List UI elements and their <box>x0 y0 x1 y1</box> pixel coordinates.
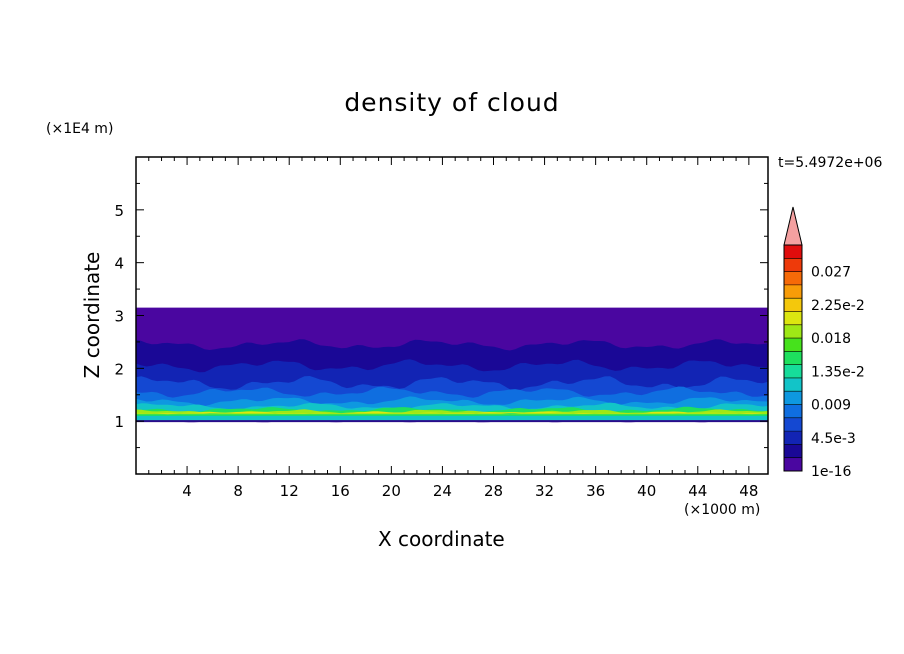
colorbar-label: 1e-16 <box>811 464 851 480</box>
colorbar-segment <box>784 351 802 366</box>
colorbar-segment <box>784 457 802 472</box>
x-axis-label: X coordinate <box>378 527 505 551</box>
colorbar-segment <box>784 245 802 259</box>
colorbar-frame <box>783 244 803 472</box>
colorbar-segment <box>784 377 802 392</box>
y-tick-label: 4 <box>114 255 124 273</box>
x-tick-label: 48 <box>739 482 758 500</box>
colorbar-segment <box>784 391 802 405</box>
x-tick-label: 4 <box>182 482 192 500</box>
x-tick-label: 24 <box>433 482 452 500</box>
x-tick-label: 8 <box>233 482 243 500</box>
x-tick-label: 12 <box>280 482 299 500</box>
colorbar-segment <box>784 258 802 272</box>
chart-title: density of cloud <box>344 88 560 117</box>
colorbar-segment <box>784 404 802 419</box>
colorbar-label: 1.35e-2 <box>811 364 865 380</box>
x-tick-label: 44 <box>688 482 707 500</box>
z-axis-units: (×1E4 m) <box>46 121 114 137</box>
colorbar-label: 0.009 <box>811 398 851 414</box>
colorbar-segment <box>784 364 802 379</box>
colorbar-segment <box>784 298 802 312</box>
x-tick-label: 40 <box>637 482 656 500</box>
colorbar-segment <box>784 311 802 326</box>
x-tick-label: 20 <box>382 482 401 500</box>
colorbar-segment <box>784 271 802 286</box>
colorbar-segment <box>784 431 802 445</box>
y-tick-label: 2 <box>114 360 124 378</box>
colorbar-segment <box>784 284 802 299</box>
colorbar-label: 2.25e-2 <box>811 298 865 314</box>
x-tick-label: 32 <box>535 482 554 500</box>
y-tick-label: 1 <box>114 413 124 431</box>
colorbar-label: 0.018 <box>811 331 851 347</box>
y-tick-label: 5 <box>114 202 124 220</box>
colorbar-label: 0.027 <box>811 265 851 281</box>
x-tick-label: 28 <box>484 482 503 500</box>
colorbar-segment <box>784 324 802 339</box>
colorbar-segment <box>784 338 802 352</box>
x-axis-units: (×1000 m) <box>684 502 761 518</box>
colorbar: 1e-16 4.5e-3 0.009 1.35e-2 0.018 2.25e-2 0.027 <box>783 206 865 480</box>
x-tick-label: 16 <box>331 482 350 500</box>
time-label: t=5.4972e+06 <box>778 155 883 171</box>
colorbar-segment <box>784 444 802 459</box>
density-field <box>136 307 768 423</box>
y-tick-label: 3 <box>114 308 124 326</box>
colorbar-extend-arrow <box>783 206 803 246</box>
colorbar-label: 4.5e-3 <box>811 431 856 447</box>
density-band <box>136 409 768 415</box>
x-tick-label: 36 <box>586 482 605 500</box>
colorbar-segment <box>784 417 802 432</box>
density-band <box>136 411 768 415</box>
